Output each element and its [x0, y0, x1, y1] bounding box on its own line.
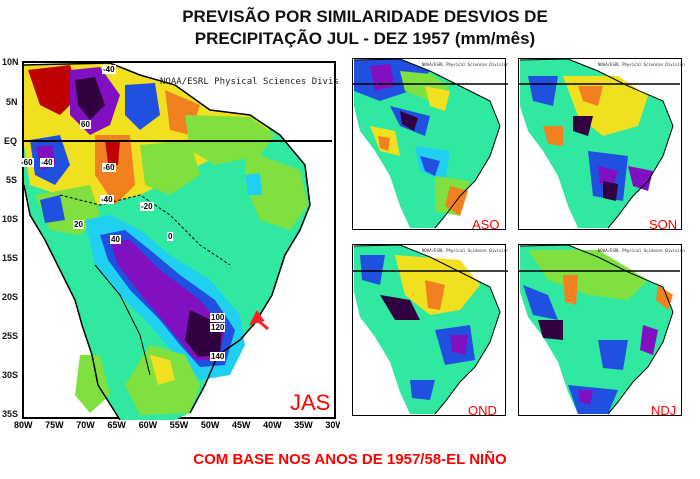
credit-text: NOAA/ESRL Physical Sciences Division	[422, 248, 508, 253]
contour-label: 0	[167, 232, 174, 241]
season-label-aso: ASO	[472, 217, 500, 232]
lon-tick: 60W	[138, 420, 158, 430]
contour-label: 140	[210, 352, 226, 361]
map-son: NOAA/ESRL Physical Sciences Division SON	[508, 56, 700, 238]
lat-tick: 5S	[6, 175, 18, 185]
lon-tick: 70W	[76, 420, 95, 430]
lon-tick: 50W	[200, 420, 220, 430]
lat-tick: EQ	[4, 136, 18, 146]
season-label-ond: OND	[468, 403, 497, 418]
credit-text: NOAA/ESRL Physical Sciences Division	[598, 248, 685, 253]
lon-tick: 40W	[263, 420, 282, 430]
lat-tick: 20S	[2, 292, 19, 302]
contour-label: -40	[40, 158, 54, 167]
map-aso: NOAA/ESRL Physical Sciences Division ASO	[340, 56, 508, 238]
page-title-line-1: PREVISÃO POR SIMILARIDADE DESVIOS DE	[182, 7, 548, 26]
season-label-jas: JAS	[290, 390, 331, 415]
precip-anomaly-map-jas	[22, 62, 332, 421]
season-label-ndj: NDJ	[651, 403, 677, 418]
contour-label: -60	[20, 158, 34, 167]
contour-label: 40	[110, 235, 121, 244]
lon-tick: 80W	[14, 420, 33, 430]
lat-tick: 10S	[2, 214, 19, 224]
contour-label: 100	[210, 313, 226, 322]
lon-tick: 55W	[169, 420, 189, 430]
credit-text: NOAA/ESRL Physical Sciences Division	[598, 62, 685, 67]
contour-label: -40	[100, 195, 114, 204]
lon-tick: 75W	[45, 420, 64, 430]
contour-label: 20	[73, 220, 84, 229]
contour-label: -40	[102, 65, 116, 74]
lat-tick: 5N	[6, 97, 18, 107]
lon-tick: 35W	[294, 420, 313, 430]
lat-tick: 15S	[2, 253, 19, 263]
map-jas: NOAA/ESRL Physical Sciences Division -40…	[0, 55, 340, 440]
page-title-line-2: PRECIPITAÇÃO JUL - DEZ 1957 (mm/mês)	[194, 29, 536, 48]
lat-tick: 10N	[2, 57, 19, 67]
contour-label: -60	[102, 163, 116, 172]
lon-tick: 45W	[231, 420, 251, 430]
contour-label: 120	[210, 323, 226, 332]
lon-tick: 30W	[325, 420, 340, 430]
contour-label: 60	[80, 120, 91, 129]
lat-tick: 30S	[2, 370, 19, 380]
lat-tick: 35S	[2, 409, 19, 419]
lon-tick: 65W	[107, 420, 126, 430]
season-label-son: SON	[649, 217, 678, 232]
lat-tick: 25S	[2, 331, 19, 341]
credit-text: NOAA/ESRL Physical Sciences Division	[160, 77, 340, 87]
map-ndj: NOAA/ESRL Physical Sciences Division NDJ	[508, 240, 700, 425]
contour-label: -20	[140, 202, 154, 211]
map-ond: NOAA/ESRL Physical Sciences Division OND	[340, 240, 508, 425]
credit-text: NOAA/ESRL Physical Sciences Division	[422, 62, 508, 67]
lon-axis: 80W 75W 70W 65W 60W 55W 50W 45W 40W 35W …	[14, 420, 340, 430]
footer-note: COM BASE NOS ANOS DE 1957/58-EL NIÑO	[193, 451, 507, 468]
